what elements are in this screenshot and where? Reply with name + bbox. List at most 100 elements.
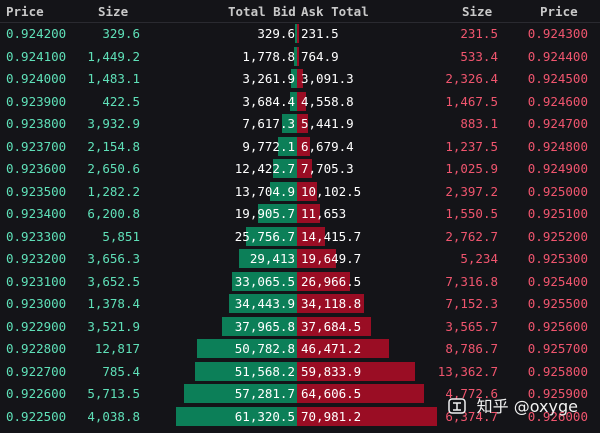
- ask-price-cell: 0.924700: [527, 116, 588, 131]
- ask-total-cell: 46,471.2: [301, 341, 362, 356]
- bid-price-cell: 0.922700: [6, 363, 67, 379]
- bid-total-cell: 29,413: [249, 251, 295, 266]
- ask-price-cell: 0.924600: [527, 93, 588, 109]
- order-book-rows: 0.924200 329.6 329.6 231.5 231.5 0.924300 0.92…: [0, 22, 600, 427]
- bid-size-cell: 3,932.9: [87, 116, 140, 131]
- ask-total-cell: 64,606.5: [301, 386, 362, 401]
- bid-size-cell: 1,449.2: [87, 48, 140, 64]
- ask-total-cell: 11,653: [301, 206, 347, 221]
- bid-size-cell: 2,154.8: [87, 138, 140, 154]
- bid-price-cell: 0.923000: [6, 296, 67, 311]
- order-book-row[interactable]: 0.923300 5,851 25,756.7 14,415.7 2,762.7 0.92…: [0, 225, 600, 248]
- bid-depth-bar: [196, 339, 297, 358]
- ask-total-cell: 59,833.9: [301, 363, 362, 379]
- order-book-row[interactable]: 0.923100 3,652.5 33,065.5 26,966.5 7,316.8 0.…: [0, 270, 600, 293]
- bid-price-cell: 0.923900: [6, 93, 67, 109]
- bid-price-cell: 0.924100: [6, 48, 67, 64]
- ask-depth-bar: [297, 69, 304, 88]
- ask-size-cell: 7,316.8: [445, 273, 498, 289]
- bid-depth-bar: [289, 91, 297, 111]
- ask-size-cell: 1,467.5: [445, 93, 498, 109]
- order-book-row[interactable]: 0.923500 1,282.2 13,704.9 10,102.5 2,397.2 0.…: [0, 180, 600, 203]
- bid-size-cell: 5,713.5: [87, 386, 140, 401]
- bid-depth-bar: [231, 271, 297, 291]
- bid-total-cell: 25,756.7: [234, 228, 295, 244]
- ask-size-cell: 2,326.4: [445, 71, 498, 86]
- order-book-row[interactable]: 0.923600 2,650.6 12,422.7 7,705.3 1,025.9 0.9…: [0, 157, 600, 180]
- order-book-row[interactable]: 0.924100 1,449.2 1,778.8 764.9 533.4 0.924400: [0, 45, 600, 68]
- bid-price-cell: 0.923500: [6, 183, 67, 199]
- order-book-row[interactable]: 0.922600 5,713.5 57,281.7 64,606.5 4,772.6 0.…: [0, 382, 600, 405]
- bid-depth-bar: [257, 204, 297, 223]
- bid-size-cell: 1,282.2: [87, 183, 140, 199]
- bid-total-cell: 7,617.3: [242, 116, 295, 131]
- order-book-row[interactable]: 0.922700 785.4 51,568.2 59,833.9 13,362.7 0.9…: [0, 360, 600, 383]
- bid-total-cell: 1,778.8: [242, 48, 295, 64]
- order-book-row[interactable]: 0.924200 329.6 329.6 231.5 231.5 0.924300: [0, 22, 600, 45]
- bid-total-cell: 12,422.7: [234, 161, 295, 176]
- order-book-row[interactable]: 0.923400 6,200.8 19,905.7 11,653 1,550.5 0.92…: [0, 202, 600, 225]
- bid-total-cell: 3,684.4: [242, 93, 295, 109]
- bid-depth-bar: [195, 361, 297, 381]
- header-ask-price[interactable]: Price: [540, 4, 578, 19]
- watermark-text: 知乎 @oxyge: [476, 397, 578, 416]
- ask-size-cell: 533.4: [460, 48, 498, 64]
- ask-size-cell: 2,762.7: [445, 228, 498, 244]
- ask-depth-bar: [297, 24, 299, 43]
- ask-depth-bar: [297, 91, 306, 111]
- ask-size-cell: 1,025.9: [445, 161, 498, 176]
- bid-size-cell: 6,200.8: [87, 206, 140, 221]
- ask-size-cell: 13,362.7: [437, 363, 498, 379]
- order-book-row[interactable]: 0.922500 4,038.8 61,320.5 70,981.2 6,374.7 0.…: [0, 405, 600, 428]
- header-bid-price[interactable]: Price: [6, 4, 44, 19]
- ask-price-cell: 0.925200: [527, 228, 588, 244]
- order-book-row[interactable]: 0.923800 3,932.9 7,617.3 5,441.9 883.1 0.9247…: [0, 112, 600, 135]
- bid-total-cell: 57,281.7: [234, 386, 295, 401]
- header-total-bid[interactable]: Total Bid: [228, 4, 296, 19]
- ask-size-cell: 5,234: [460, 251, 498, 266]
- order-book-row[interactable]: 0.922900 3,521.9 37,965.8 37,684.5 3,565.7 0.…: [0, 315, 600, 338]
- bid-depth-bar: [272, 159, 297, 178]
- order-book-row[interactable]: 0.923200 3,656.3 29,413 19,649.7 5,234 0.9253…: [0, 247, 600, 270]
- ask-price-cell: 0.926000: [527, 408, 588, 424]
- header-ask-size[interactable]: Size: [462, 4, 493, 19]
- ask-price-cell: 0.925600: [527, 318, 588, 334]
- bid-size-cell: 3,656.3: [87, 251, 140, 266]
- ask-price-cell: 0.924500: [527, 71, 588, 86]
- ask-size-cell: 7,152.3: [445, 296, 498, 311]
- ask-size-cell: 2,397.2: [445, 183, 498, 199]
- order-book-row[interactable]: 0.924000 1,483.1 3,261.9 3,091.3 2,326.4 0.92…: [0, 67, 600, 90]
- ask-price-cell: 0.925100: [527, 206, 588, 221]
- bid-price-cell: 0.924200: [6, 26, 67, 41]
- bid-depth-bar: [184, 384, 297, 403]
- order-book-header: Price Size Total Bid Ask Total Size Pric…: [0, 0, 600, 23]
- header-ask-total[interactable]: Ask Total: [301, 4, 369, 19]
- ask-price-cell: 0.924400: [527, 48, 588, 64]
- bid-size-cell: 1,378.4: [87, 296, 140, 311]
- ask-size-cell: 8,786.7: [445, 341, 498, 356]
- ask-price-cell: 0.925000: [527, 183, 588, 199]
- bid-total-cell: 61,320.5: [234, 408, 295, 424]
- order-book-row[interactable]: 0.923700 2,154.8 9,772.1 6,679.4 1,237.5 0.92…: [0, 135, 600, 158]
- ask-total-cell: 7,705.3: [301, 161, 354, 176]
- bid-total-cell: 9,772.1: [242, 138, 295, 154]
- ask-total-cell: 37,684.5: [301, 318, 362, 334]
- order-book-row[interactable]: 0.923000 1,378.4 34,443.9 34,118.8 7,152.3 0.…: [0, 292, 600, 315]
- ask-depth-bar: [297, 159, 313, 178]
- ask-total-cell: 10,102.5: [301, 183, 362, 199]
- bid-price-cell: 0.922800: [6, 341, 67, 356]
- bid-depth-bar: [269, 181, 297, 201]
- ask-size-cell: 883.1: [460, 116, 498, 131]
- ask-depth-bar: [297, 339, 389, 358]
- ask-price-cell: 0.925800: [527, 363, 588, 379]
- bid-price-cell: 0.923700: [6, 138, 67, 154]
- order-book-row[interactable]: 0.922800 12,817 50,782.8 46,471.2 8,786.7 0.9…: [0, 337, 600, 360]
- ask-price-cell: 0.924800: [527, 138, 588, 154]
- watermark: 知乎 @oxyge: [447, 393, 578, 417]
- bid-price-cell: 0.924000: [6, 71, 67, 86]
- bid-depth-bar: [222, 316, 297, 336]
- order-book-row[interactable]: 0.923900 422.5 3,684.4 4,558.8 1,467.5 0.9246…: [0, 90, 600, 113]
- header-bid-size[interactable]: Size: [98, 4, 129, 19]
- bid-depth-bar: [246, 226, 297, 246]
- bid-depth-bar: [277, 136, 297, 156]
